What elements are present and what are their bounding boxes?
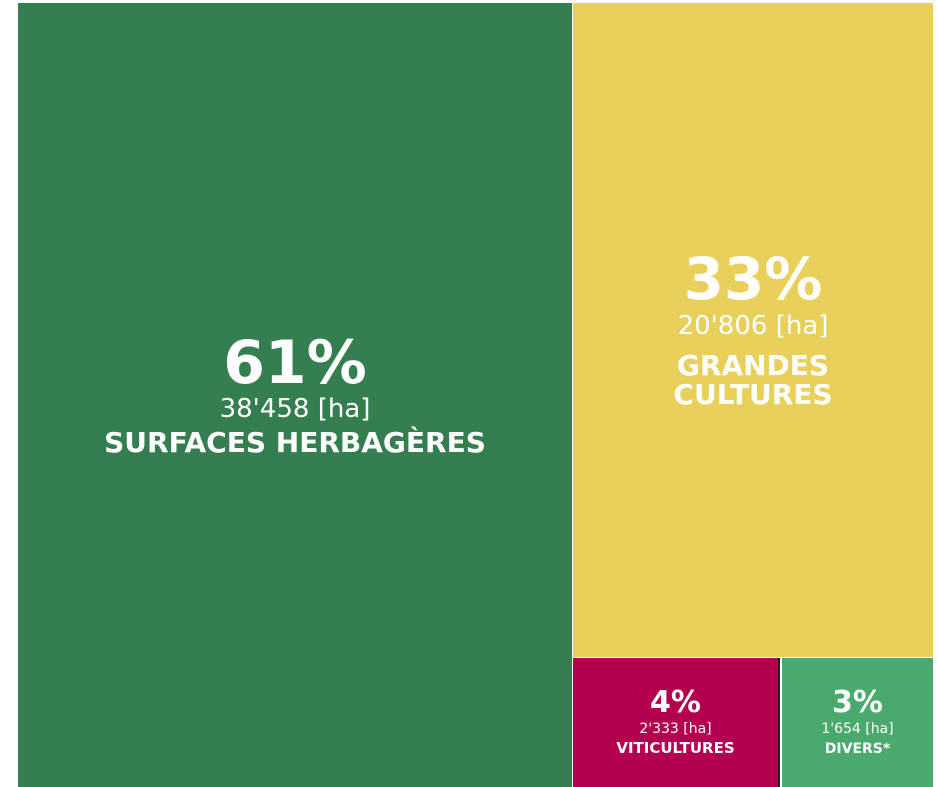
tile-divers: 3% 1'654 [ha] DIVERS* xyxy=(782,658,933,787)
tile-area: 2'333 [ha] xyxy=(639,720,712,737)
tile-category: GRANDES CULTURES xyxy=(673,348,833,412)
tile-percent: 33% xyxy=(683,245,823,314)
tile-percent: 4% xyxy=(650,684,701,720)
tile-viticultures: 4% 2'333 [ha] VITICULTURES xyxy=(573,658,780,787)
tile-area: 1'654 [ha] xyxy=(821,721,894,738)
tile-area: 38'458 [ha] xyxy=(219,394,371,424)
tile-surfaces-herbageres: 61% 38'458 [ha] SURFACES HERBAGÈRES xyxy=(18,3,572,787)
tile-category: SURFACES HERBAGÈRES xyxy=(104,425,486,459)
tile-category: DIVERS* xyxy=(824,740,891,757)
tile-grandes-cultures: 33% 20'806 [ha] GRANDES CULTURES xyxy=(573,3,933,657)
tile-percent: 3% xyxy=(832,685,883,721)
tile-category: VITICULTURES xyxy=(616,739,735,758)
tile-percent: 61% xyxy=(223,328,367,398)
tile-area: 20'806 [ha] xyxy=(677,311,829,342)
